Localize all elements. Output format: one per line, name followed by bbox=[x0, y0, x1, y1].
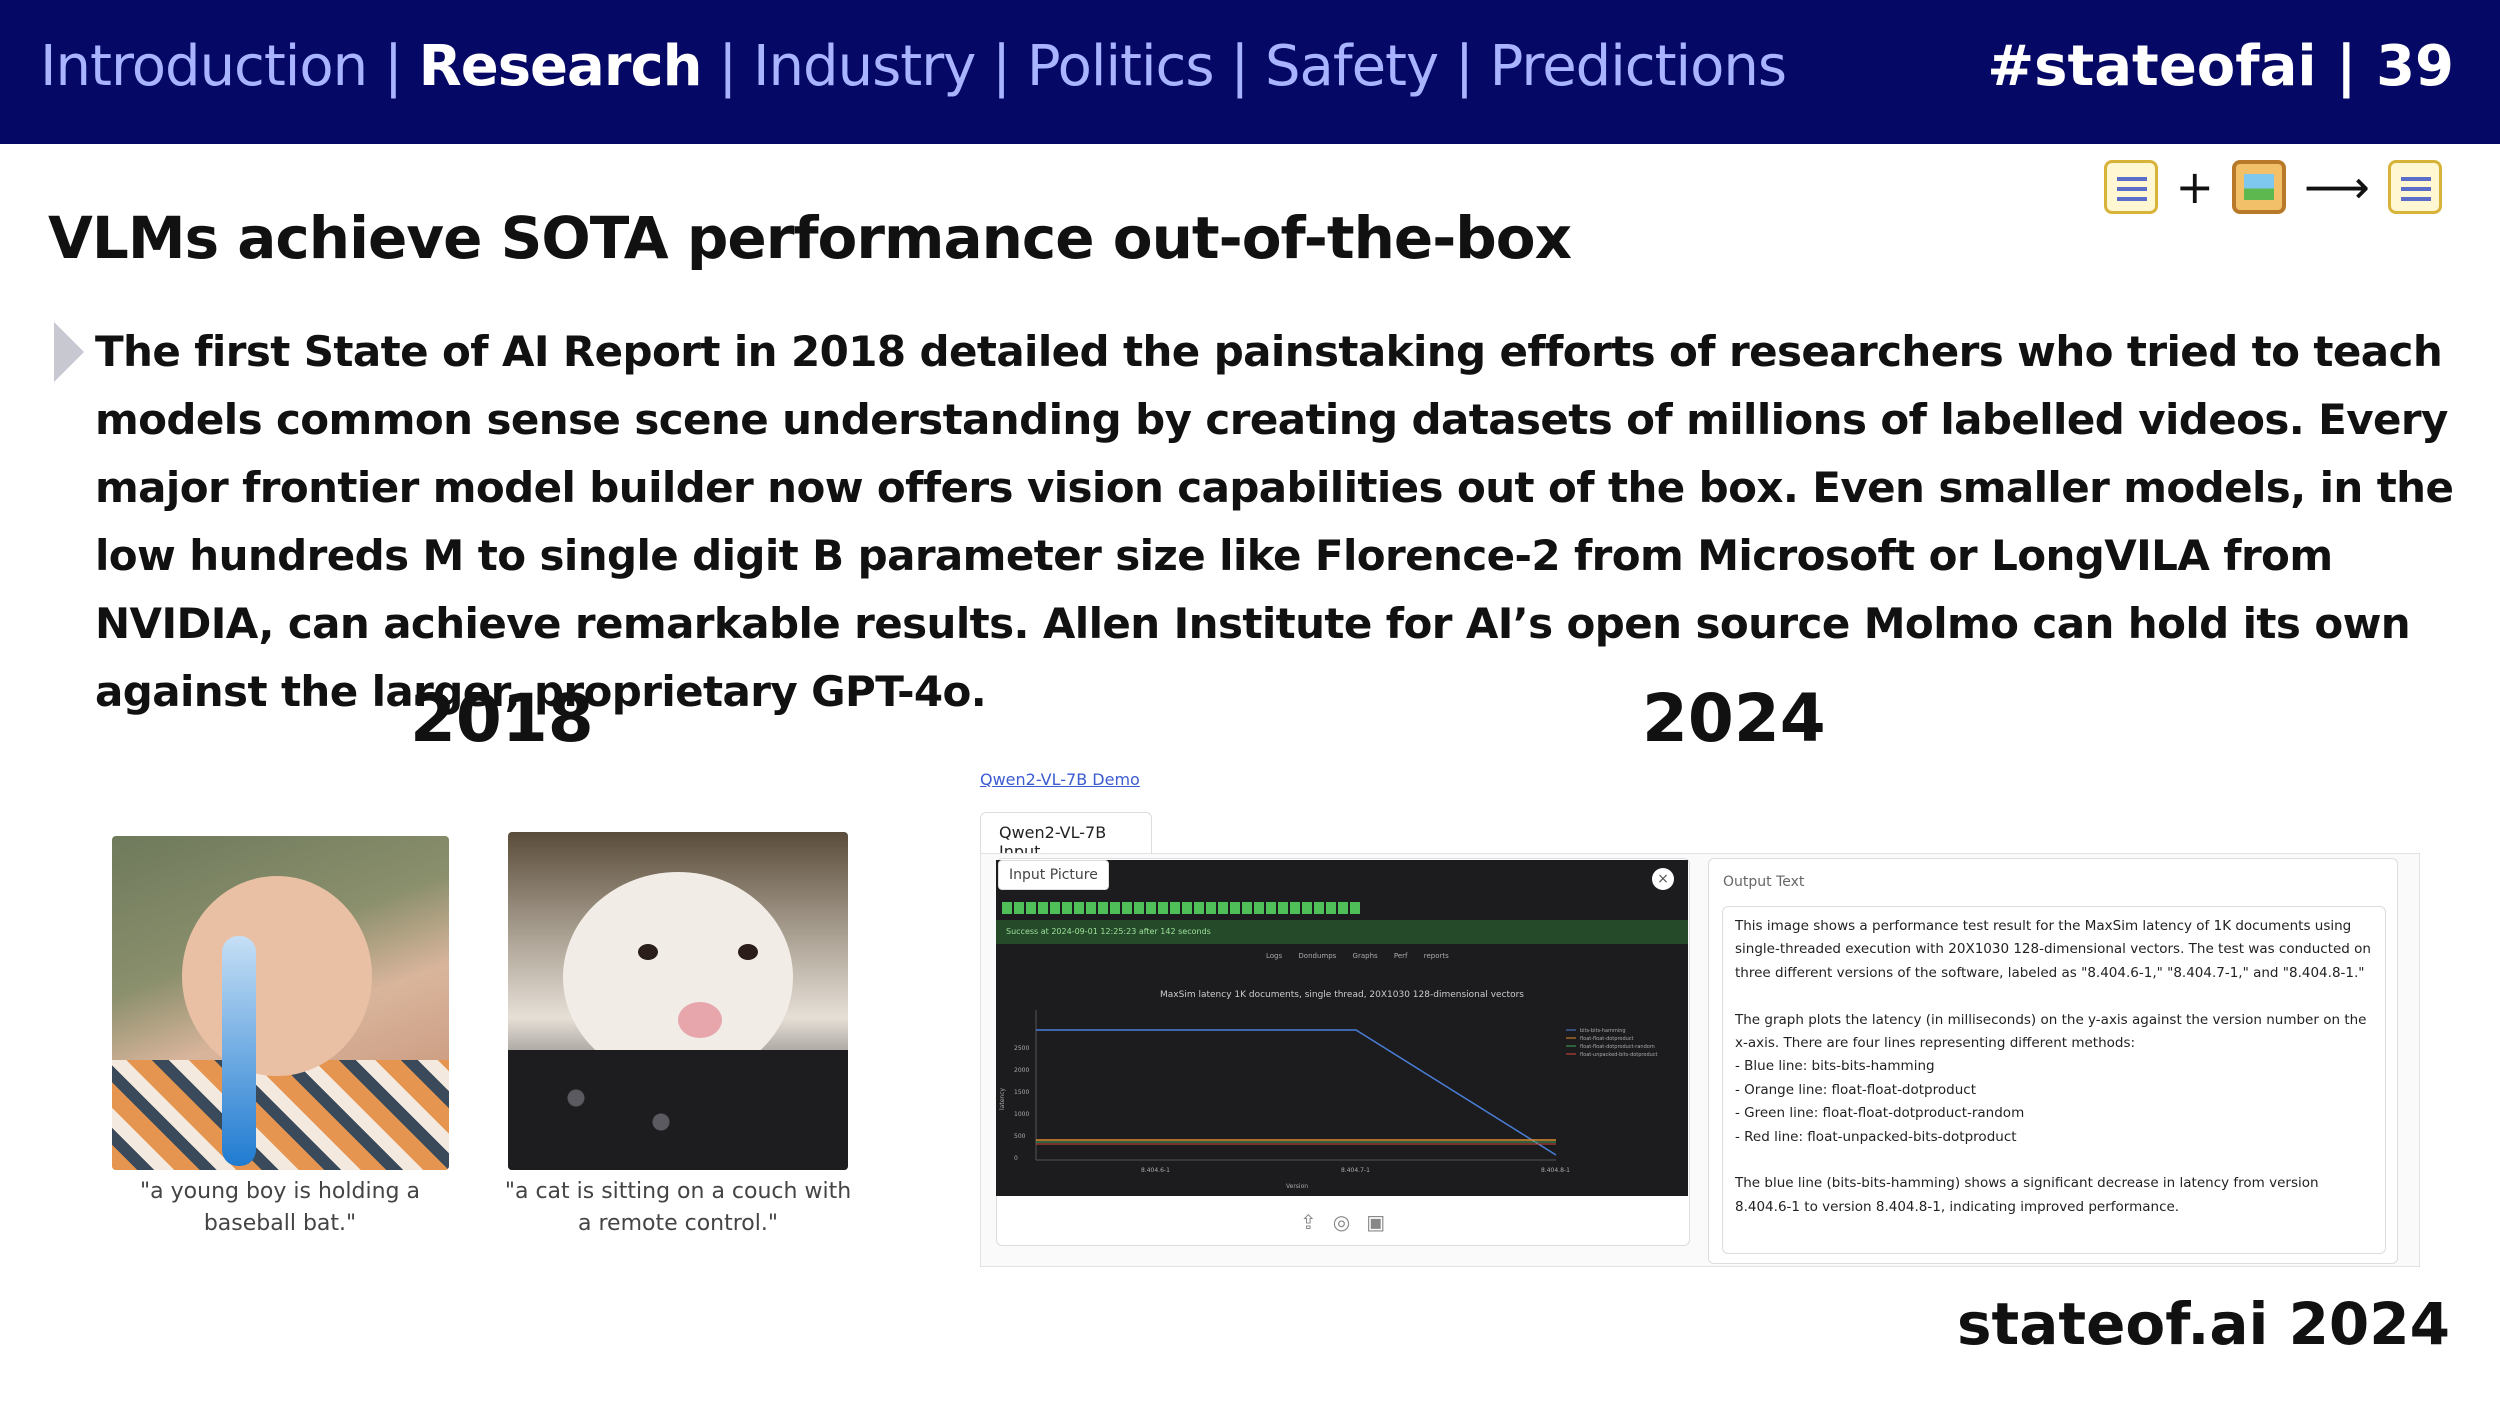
y-tick: 500 bbox=[1014, 1133, 1026, 1140]
baby-with-toothbrush-photo bbox=[112, 836, 449, 1170]
clipboard-icon[interactable]: ▣ bbox=[1366, 1210, 1386, 1234]
input-screenshot: Success at 2024-09-01 12:25:23 after 142… bbox=[996, 860, 1688, 1196]
output-text-label: Output Text bbox=[1723, 874, 1805, 890]
y-tick: 2000 bbox=[1014, 1067, 1029, 1074]
y-tick: 1000 bbox=[1014, 1111, 1029, 1118]
output-textarea[interactable]: This image shows a performance test resu… bbox=[1722, 906, 2386, 1254]
svg-text:float-float-dotproduct-random: float-float-dotproduct-random bbox=[1580, 1044, 1655, 1050]
nav-item-research[interactable]: Research bbox=[418, 34, 703, 99]
header-bar: Introduction | Research | Industry | Pol… bbox=[0, 0, 2500, 144]
nav-item-politics[interactable]: Politics bbox=[1026, 34, 1215, 99]
nav-item-introduction[interactable]: Introduction bbox=[40, 34, 368, 99]
svg-text:float-unpacked-bits-dotproduct: float-unpacked-bits-dotproduct bbox=[1580, 1052, 1658, 1058]
webcam-icon[interactable]: ◎ bbox=[1332, 1210, 1351, 1234]
bullet-triangle-icon bbox=[54, 322, 84, 382]
slide-paragraph: The first State of AI Report in 2018 det… bbox=[95, 327, 2454, 716]
year-heading-2024: 2024 bbox=[1642, 680, 1826, 757]
output-text-panel bbox=[1708, 858, 2398, 1264]
screenshot-chart-title: MaxSim latency 1K documents, single thre… bbox=[1160, 990, 1524, 1000]
nav-item-predictions[interactable]: Predictions bbox=[1489, 34, 1787, 99]
y-axis-label: latency bbox=[999, 1088, 1006, 1110]
plus-sign: + bbox=[2175, 160, 2215, 214]
nav-item-safety[interactable]: Safety bbox=[1265, 34, 1439, 99]
x-tick: 8.404.6-1 bbox=[1141, 1167, 1170, 1174]
nav-separator: | bbox=[992, 34, 1011, 99]
svg-text:float-float-dotproduct: float-float-dotproduct bbox=[1580, 1036, 1634, 1042]
progress-strip bbox=[1002, 902, 1362, 914]
slide-title: VLMs achieve SOTA performance out-of-the… bbox=[48, 204, 1572, 272]
x-axis-label: Version bbox=[1286, 1183, 1308, 1190]
nav-separator: | bbox=[1454, 34, 1474, 99]
section-nav: Introduction | Research | Industry | Pol… bbox=[40, 34, 1787, 99]
qwen-demo-link[interactable]: Qwen2-VL-7B Demo bbox=[980, 770, 1140, 789]
series-line-blue bbox=[1036, 1029, 1557, 1156]
photo-caption: "a cat is sitting on a couch with a remo… bbox=[504, 1179, 852, 1236]
svg-text:bits-bits-hamming: bits-bits-hamming bbox=[1580, 1028, 1626, 1034]
screenshot-menu: Logs Dondumps Graphs Perf reports bbox=[1266, 952, 1449, 960]
x-tick: 8.404.7-1 bbox=[1341, 1167, 1370, 1174]
close-icon[interactable]: × bbox=[1652, 868, 1674, 890]
memo-icon bbox=[2388, 160, 2442, 214]
y-tick: 0 bbox=[1014, 1155, 1018, 1162]
y-tick: 2500 bbox=[1014, 1045, 1029, 1052]
photo-caption: "a young boy is holding a baseball bat." bbox=[140, 1179, 420, 1236]
year-heading-2018: 2018 bbox=[410, 680, 594, 757]
input-toolbar: ⇪ ◎ ▣ bbox=[1300, 1210, 1385, 1234]
footer-brand: stateof.ai 2024 bbox=[1956, 1290, 2450, 1358]
y-tick: 1500 bbox=[1014, 1089, 1029, 1096]
tab-qwen-input[interactable]: Qwen2-VL-7B Input bbox=[980, 812, 1152, 861]
chart-legend: bits-bits-hamming float-float-dotproduct… bbox=[1566, 1028, 1658, 1058]
input-picture-label: Input Picture bbox=[998, 860, 1109, 890]
latency-chart: 0 500 1000 1500 2000 2500 latency Versio… bbox=[999, 1010, 1658, 1190]
nav-separator: | bbox=[383, 34, 403, 99]
framed-picture-icon bbox=[2232, 160, 2287, 214]
upload-icon[interactable]: ⇪ bbox=[1300, 1210, 1317, 1234]
hashtag-page-number: #stateofai | 39 bbox=[1987, 34, 2454, 99]
arrow-right-icon: ⟶ bbox=[2304, 160, 2370, 214]
nav-separator: | bbox=[718, 34, 737, 99]
text-plus-image-to-text-icons: + ⟶ bbox=[2103, 160, 2442, 214]
x-tick: 8.404.8-1 bbox=[1541, 1167, 1570, 1174]
success-banner: Success at 2024-09-01 12:25:23 after 142… bbox=[996, 920, 1688, 944]
nav-item-industry[interactable]: Industry bbox=[753, 34, 976, 99]
nav-separator: | bbox=[1230, 34, 1249, 99]
ferret-with-remote-photo bbox=[508, 832, 848, 1170]
memo-icon bbox=[2103, 160, 2158, 214]
